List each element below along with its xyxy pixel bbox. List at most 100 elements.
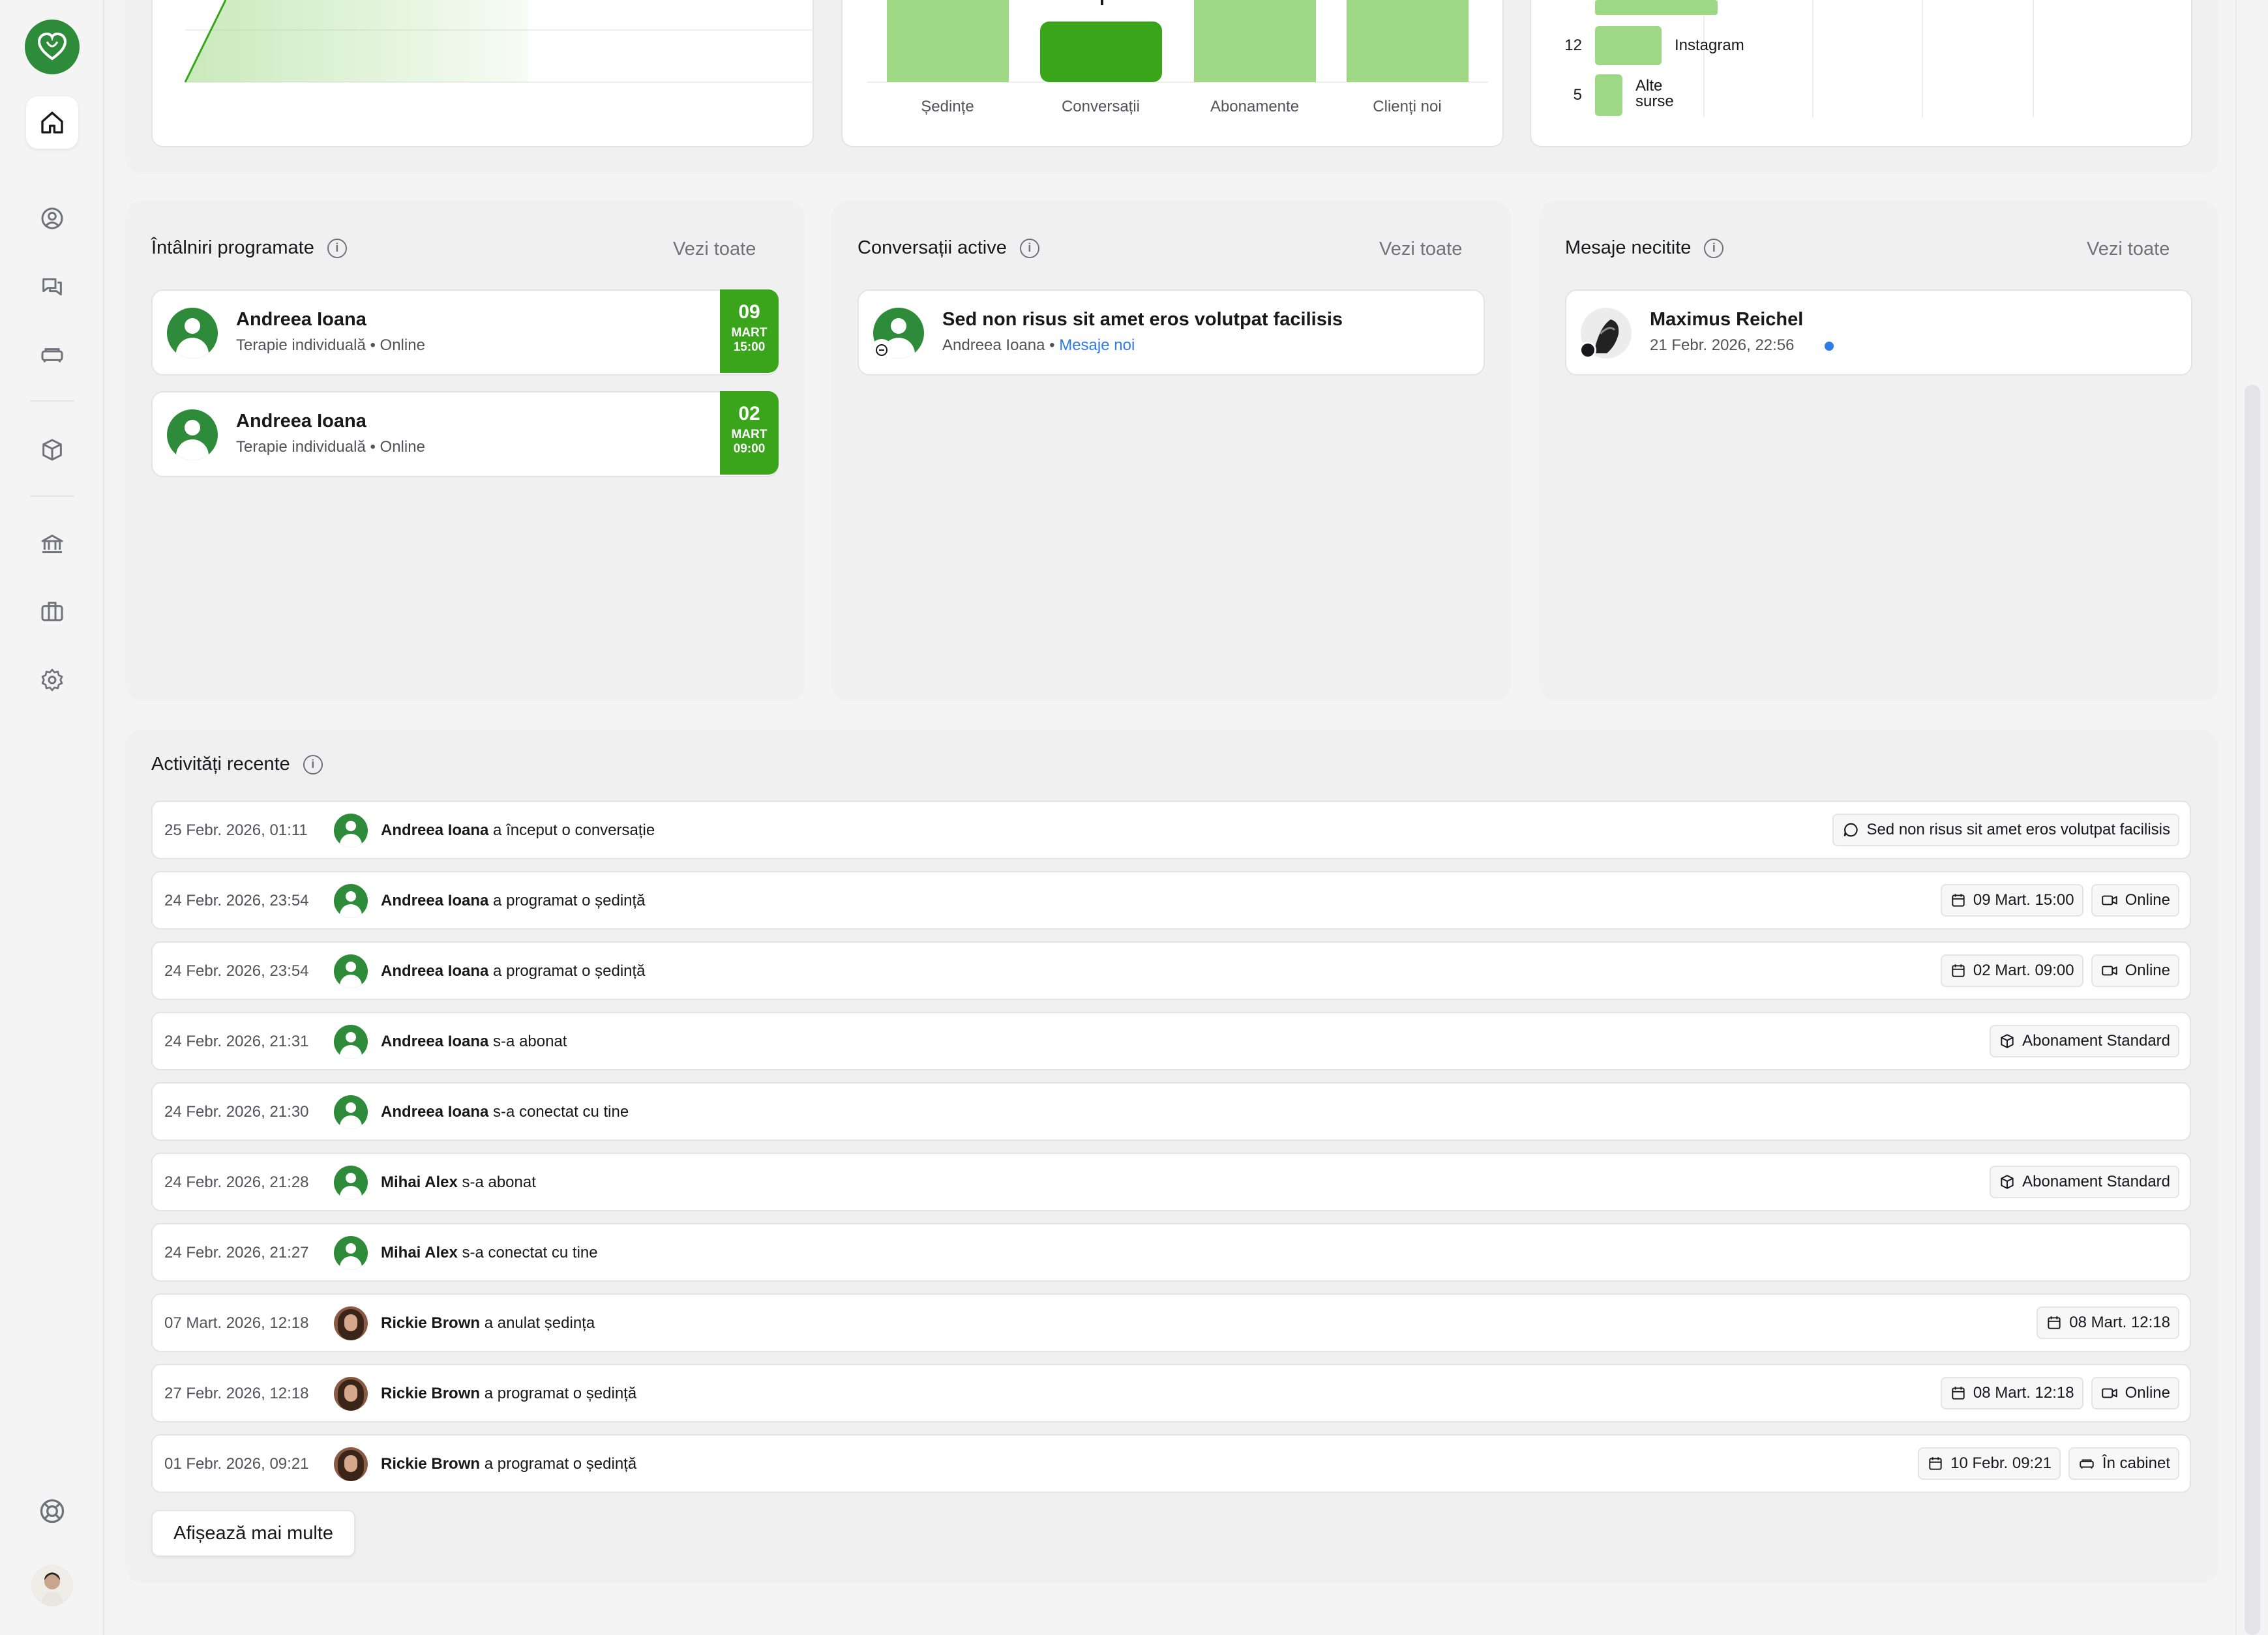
activity-date: 27 Febr. 2026, 12:18 xyxy=(164,1385,309,1402)
meetings-see-all-link[interactable]: Vezi toate xyxy=(673,239,756,259)
sender-name: Maximus Reichel xyxy=(1650,309,1804,330)
activity-row[interactable]: 24 Febr. 2026, 23:54 Andreea Ioana a pro… xyxy=(151,871,2191,930)
mode-chip[interactable]: Online xyxy=(2091,1377,2179,1409)
activity-text: Andreea Ioana s-a conectat cu tine xyxy=(381,1103,629,1121)
conversations-see-all-link[interactable]: Vezi toate xyxy=(1379,239,1463,259)
activity-client[interactable]: Rickie Brown xyxy=(381,1455,481,1473)
bar-label: Clienți noi xyxy=(1373,98,1442,115)
activity-client[interactable]: Rickie Brown xyxy=(381,1314,481,1332)
user-avatar[interactable] xyxy=(31,1565,73,1606)
sidebar xyxy=(0,0,104,1635)
mode-chip[interactable]: În cabinet xyxy=(2068,1447,2179,1480)
logo-icon xyxy=(37,32,67,61)
conversation-card[interactable]: Sed non risus sit amet eros volutpat fac… xyxy=(858,289,1485,376)
activity-client[interactable]: Andreea Ioana xyxy=(381,1103,489,1121)
chip-text: Abonament Standard xyxy=(2022,1173,2170,1190)
date-chip[interactable]: 08 Mart. 12:18 xyxy=(1940,1377,2083,1409)
nav-support[interactable] xyxy=(26,1485,78,1537)
new-messages-status[interactable]: Mesaje noi xyxy=(1059,336,1135,354)
sofa-icon xyxy=(2080,1459,2094,1469)
meeting-card[interactable]: Andreea Ioana Terapie individuală • Onli… xyxy=(151,391,779,477)
chip-text: 10 Febr. 09:21 xyxy=(1950,1454,2052,1472)
bar-alte-surse xyxy=(1595,74,1622,116)
sender-photo-icon xyxy=(1594,319,1619,353)
subscription-chip[interactable]: Abonament Standard xyxy=(1990,1166,2179,1198)
trend-area xyxy=(185,0,528,82)
nav-subscriptions[interactable] xyxy=(26,424,78,476)
nav-sessions[interactable] xyxy=(26,329,78,381)
activity-client[interactable]: Andreea Ioana xyxy=(381,1033,489,1050)
activity-row[interactable]: 24 Febr. 2026, 21:31 Andreea Ioana s-a a… xyxy=(151,1012,2191,1070)
mode-chip[interactable]: Online xyxy=(2091,884,2179,917)
nav-conversations[interactable] xyxy=(26,261,78,313)
info-icon[interactable]: i xyxy=(1704,238,1724,258)
app-logo[interactable] xyxy=(25,20,80,74)
date-chip[interactable]: 10 Febr. 09:21 xyxy=(1918,1447,2061,1480)
meeting-date-badge: 02 MART 09:00 xyxy=(720,391,779,475)
info-icon[interactable]: i xyxy=(1019,238,1039,258)
chip-text: 09 Mart. 15:00 xyxy=(1973,891,2074,909)
nav-cabinet[interactable] xyxy=(26,585,78,638)
chip-text: 02 Mart. 09:00 xyxy=(1973,962,2074,979)
activity-row[interactable]: 24 Febr. 2026, 23:54 Andreea Ioana a pro… xyxy=(151,941,2191,1000)
info-icon[interactable]: i xyxy=(303,754,323,774)
activity-action: s-a conectat cu tine xyxy=(457,1244,598,1261)
meeting-month: MART xyxy=(731,326,768,340)
activity-client[interactable]: Rickie Brown xyxy=(381,1385,481,1402)
activity-client[interactable]: Andreea Ioana xyxy=(381,892,489,909)
bar-abonamente xyxy=(1194,0,1316,82)
nav-settings[interactable] xyxy=(26,654,78,706)
nav-finance[interactable] xyxy=(26,518,78,570)
meeting-card[interactable]: Andreea Ioana Terapie individuală • Onli… xyxy=(151,289,779,376)
activity-row[interactable]: 27 Febr. 2026, 12:18 Rickie Brown a prog… xyxy=(151,1364,2191,1422)
source-label: Alte surse xyxy=(1635,77,1674,110)
unread-title-text: Mesaje necitite xyxy=(1565,237,1692,258)
meeting-details: Terapie individuală • Online xyxy=(236,438,425,456)
package-icon xyxy=(2001,1034,2014,1048)
activity-row[interactable]: 25 Febr. 2026, 01:11 Andreea Ioana a înc… xyxy=(151,801,2191,859)
info-icon[interactable]: i xyxy=(327,238,347,258)
calendar-icon xyxy=(1929,1457,1942,1470)
mode-chip[interactable]: Online xyxy=(2091,954,2179,987)
meeting-day: 02 xyxy=(738,403,760,424)
activity-client[interactable]: Mihai Alex xyxy=(381,1173,458,1191)
date-chip[interactable]: 09 Mart. 15:00 xyxy=(1940,884,2083,917)
client-avatar xyxy=(334,1166,368,1200)
bar-facebook xyxy=(1595,0,1718,15)
activity-client[interactable]: Andreea Ioana xyxy=(381,821,489,839)
date-chip[interactable]: 02 Mart. 09:00 xyxy=(1940,954,2083,987)
trend-chart xyxy=(184,0,815,83)
activity-date: 24 Febr. 2026, 23:54 xyxy=(164,962,309,980)
chat-badge xyxy=(871,339,893,361)
meeting-client-name: Andreea Ioana xyxy=(236,411,366,432)
activity-row[interactable]: 24 Febr. 2026, 21:27 Mihai Alex s-a cone… xyxy=(151,1223,2191,1282)
activity-date: 25 Febr. 2026, 01:11 xyxy=(164,821,308,839)
scrollbar-thumb[interactable] xyxy=(2245,385,2260,1635)
chip-text: Sed non risus sit amet eros volutpat fac… xyxy=(1866,821,2170,838)
activity-client[interactable]: Andreea Ioana xyxy=(381,962,489,980)
activity-client[interactable]: Mihai Alex xyxy=(381,1244,458,1261)
chip-text: Online xyxy=(2125,962,2170,979)
activity-text: Andreea Ioana s-a abonat xyxy=(381,1033,567,1051)
nav-clients[interactable] xyxy=(26,192,78,244)
bar-instagram xyxy=(1595,26,1662,65)
briefcase-icon xyxy=(41,602,63,621)
unread-message-card[interactable]: Maximus Reichel 21 Febr. 2026, 22:56 xyxy=(1565,289,2192,376)
nav-home[interactable] xyxy=(26,96,78,149)
activity-row[interactable]: 01 Febr. 2026, 09:21 Rickie Brown a prog… xyxy=(151,1434,2191,1493)
activity-row[interactable]: 07 Mart. 2026, 12:18 Rickie Brown a anul… xyxy=(151,1293,2191,1352)
calendar-icon xyxy=(1952,894,1965,907)
activity-text: Rickie Brown a programat o ședință xyxy=(381,1455,636,1473)
conversation-chip[interactable]: Sed non risus sit amet eros volutpat fac… xyxy=(1832,814,2179,846)
activity-action: a anulat ședința xyxy=(480,1314,595,1332)
activity-row[interactable]: 24 Febr. 2026, 21:30 Andreea Ioana s-a c… xyxy=(151,1082,2191,1141)
unread-messages-panel: Mesaje necitite i Vezi toate Maximus Rei… xyxy=(1539,201,2218,701)
activity-row[interactable]: 24 Febr. 2026, 21:28 Mihai Alex s-a abon… xyxy=(151,1153,2191,1211)
package-icon xyxy=(2001,1175,2014,1189)
show-more-button[interactable]: Afișează mai multe xyxy=(151,1510,355,1557)
conversations-title-text: Conversații active xyxy=(858,237,1007,258)
subscription-chip[interactable]: Abonament Standard xyxy=(1990,1025,2179,1057)
date-chip[interactable]: 08 Mart. 12:18 xyxy=(2037,1306,2179,1339)
scrollbar[interactable] xyxy=(2235,0,2268,1635)
unread-see-all-link[interactable]: Vezi toate xyxy=(2087,239,2170,259)
